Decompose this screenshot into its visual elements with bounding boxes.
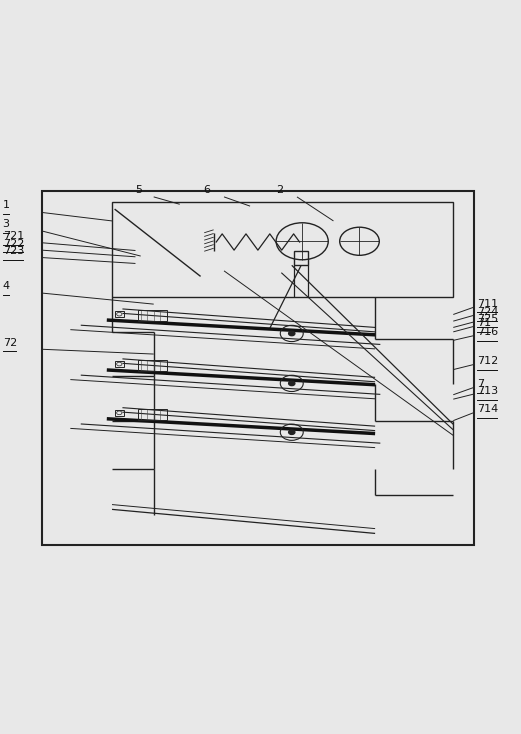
Circle shape	[289, 430, 295, 435]
Text: 721: 721	[3, 231, 24, 241]
Text: 4: 4	[3, 281, 10, 291]
Bar	[138, 360, 167, 371]
Text: 2: 2	[276, 185, 283, 195]
Bar	[115, 310, 124, 317]
Text: 723: 723	[3, 246, 24, 256]
Text: 7: 7	[477, 379, 484, 389]
Circle shape	[289, 331, 295, 335]
Text: 1: 1	[3, 200, 9, 210]
Text: 711: 711	[477, 299, 498, 308]
Text: 713: 713	[477, 386, 498, 396]
Text: 71: 71	[477, 318, 491, 328]
Text: 714: 714	[477, 404, 498, 414]
Text: 722: 722	[3, 239, 24, 249]
Text: 716: 716	[477, 327, 498, 338]
Text: 712: 712	[477, 356, 498, 366]
Bar	[42, 192, 474, 545]
Bar	[138, 310, 167, 321]
Text: 72: 72	[3, 338, 17, 348]
Bar	[294, 251, 308, 265]
Bar	[115, 360, 124, 368]
Text: 5: 5	[135, 185, 142, 195]
Text: 3: 3	[3, 219, 9, 230]
Text: 6: 6	[203, 185, 210, 195]
Bar	[115, 410, 124, 416]
Text: 724: 724	[477, 307, 498, 317]
Text: 725: 725	[477, 313, 498, 324]
Bar	[112, 203, 453, 297]
Circle shape	[289, 381, 295, 385]
Bar	[138, 409, 167, 420]
